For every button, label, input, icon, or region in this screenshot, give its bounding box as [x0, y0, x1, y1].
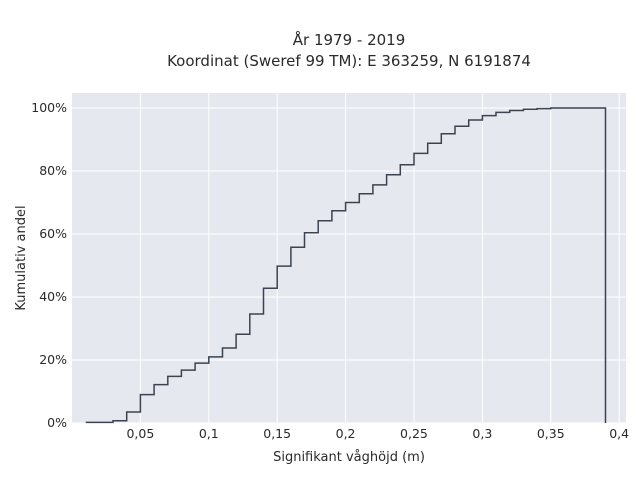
plot-area — [72, 93, 626, 423]
x-tick-label: 0,15 — [263, 426, 291, 441]
y-tick-label: 0% — [47, 415, 67, 430]
grid-lines — [72, 93, 626, 424]
x-tick-label: 0,2 — [336, 426, 356, 441]
x-axis-ticks: 0,05 0,1 0,15 0,2 0,25 0,3 0,35 0,4 — [126, 426, 629, 441]
y-tick-label: 100% — [31, 100, 67, 115]
x-axis-label: Signifikant våghöjd (m) — [273, 450, 425, 465]
y-tick-label: 40% — [39, 289, 67, 304]
cdf-step-line — [85, 107, 607, 424]
x-tick-label: 0,4 — [609, 426, 629, 441]
y-axis-label: Kumulativ andel — [14, 205, 29, 310]
chart-title-line2: Koordinat (Sweref 99 TM): E 363259, N 61… — [167, 52, 531, 70]
y-tick-label: 60% — [39, 226, 67, 241]
y-tick-label: 20% — [39, 352, 67, 367]
x-tick-label: 0,3 — [472, 426, 492, 441]
x-tick-label: 0,1 — [199, 426, 219, 441]
x-tick-label: 0,05 — [126, 426, 154, 441]
chart-title-line1: År 1979 - 2019 — [293, 30, 406, 49]
x-tick-label: 0,25 — [400, 426, 428, 441]
y-axis-ticks: 0% 20% 40% 60% 80% 100% — [31, 100, 67, 430]
x-tick-label: 0,35 — [537, 426, 565, 441]
y-tick-label: 80% — [39, 163, 67, 178]
